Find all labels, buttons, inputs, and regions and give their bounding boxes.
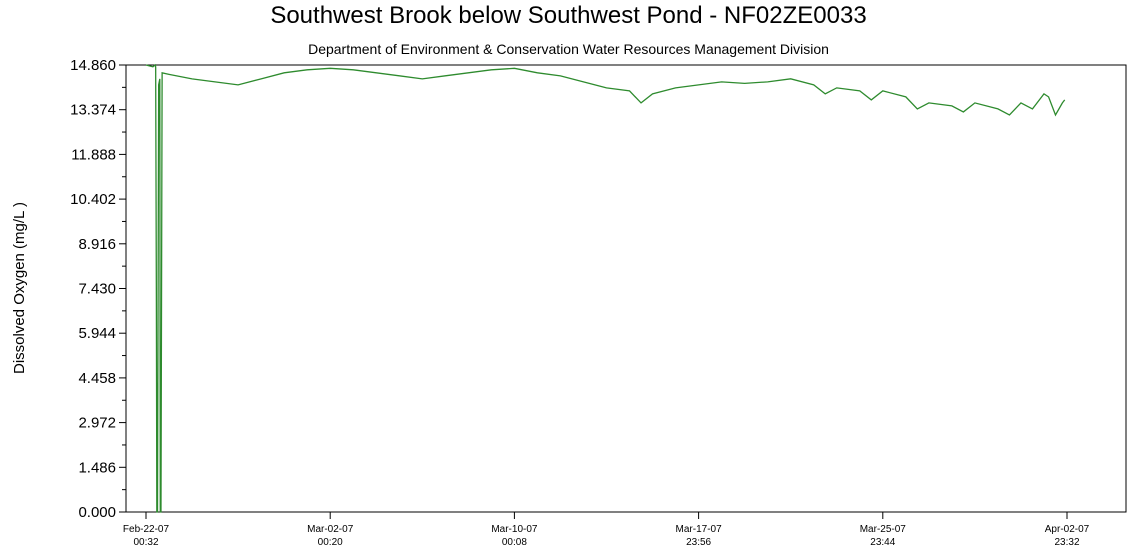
y-tick-label: 7.430 bbox=[78, 281, 116, 298]
chart-title: Southwest Brook below Southwest Pond - N… bbox=[270, 2, 867, 29]
x-tick-date-label: Mar-02-07 bbox=[307, 524, 354, 535]
x-tick-date-label: Mar-17-07 bbox=[676, 524, 723, 535]
y-tick-label: 8.916 bbox=[78, 236, 116, 253]
x-tick-date-label: Apr-02-07 bbox=[1045, 524, 1090, 535]
y-tick-label: 10.402 bbox=[70, 191, 116, 208]
x-tick-date-label: Mar-10-07 bbox=[491, 524, 538, 535]
y-axis-label: Dissolved Oxygen (mg/L ) bbox=[11, 202, 28, 374]
x-tick-time-label: 23:56 bbox=[686, 537, 711, 548]
y-axis-ticks: 0.000 1.486 2.972 4.458 5.944 7.430 8.916 10.40… bbox=[70, 57, 126, 521]
x-tick-time-label: 00:32 bbox=[133, 537, 158, 548]
y-tick-label: 5.944 bbox=[78, 325, 116, 342]
chart-subtitle: Department of Environment & Conservation… bbox=[308, 41, 829, 57]
y-tick-label: 13.374 bbox=[70, 102, 116, 119]
x-axis-ticks: Feb-22-07 00:32 Mar-02-07 00:20 Mar-10-07 00:… bbox=[123, 512, 1090, 548]
x-tick-time-label: 00:20 bbox=[318, 537, 343, 548]
series-line-dissolved-oxygen bbox=[145, 63, 1066, 513]
x-tick-date-label: Feb-22-07 bbox=[123, 524, 170, 535]
x-tick-time-label: 23:44 bbox=[870, 537, 895, 548]
y-tick-label: 14.860 bbox=[70, 57, 116, 74]
x-tick-date-label: Mar-25-07 bbox=[860, 524, 907, 535]
y-tick-label: 2.972 bbox=[78, 415, 116, 432]
y-tick-label: 0.000 bbox=[78, 504, 116, 521]
y-tick-label: 4.458 bbox=[78, 370, 116, 387]
x-tick-time-label: 00:08 bbox=[502, 537, 527, 548]
plot-area bbox=[125, 64, 1127, 513]
x-tick-time-label: 23:32 bbox=[1054, 537, 1079, 548]
y-tick-label: 1.486 bbox=[78, 459, 116, 476]
y-tick-label: 11.888 bbox=[71, 146, 116, 163]
